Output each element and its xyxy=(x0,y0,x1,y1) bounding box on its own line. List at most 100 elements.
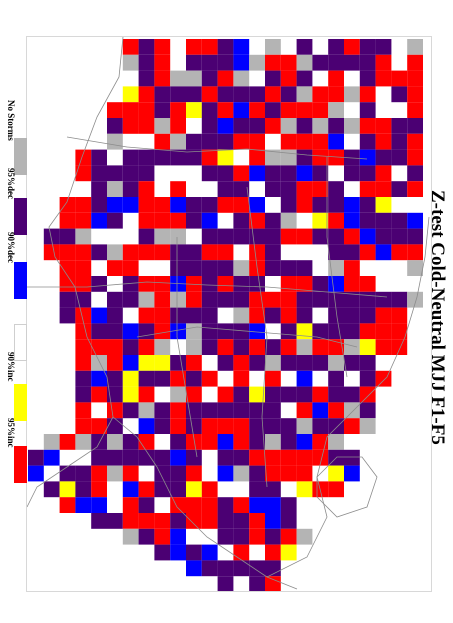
grid-cell xyxy=(265,70,281,87)
grid-cell xyxy=(375,323,392,340)
grid-cell xyxy=(217,54,234,71)
grid-cell xyxy=(75,276,92,292)
grid-cell xyxy=(233,228,250,245)
grid-cell xyxy=(138,307,155,324)
legend-90-dec-label: 90%dec xyxy=(6,232,16,263)
grid-cell xyxy=(91,465,107,482)
grid-cell xyxy=(375,149,392,166)
grid-cell xyxy=(154,39,171,55)
grid-cell xyxy=(312,54,329,71)
grid-cell xyxy=(407,54,423,71)
map-frame xyxy=(26,36,432,592)
grid-cell xyxy=(59,307,76,324)
grid-cell xyxy=(296,355,313,371)
grid-cell xyxy=(265,86,281,103)
grid-cell xyxy=(344,355,360,371)
grid-cell xyxy=(265,386,281,403)
grid-cell xyxy=(344,386,360,403)
grid-cell xyxy=(233,86,250,103)
grid-cell xyxy=(170,291,186,308)
boundary-line xyxy=(326,157,348,378)
legend-no-storms-swatch xyxy=(14,138,27,175)
grid-cell xyxy=(201,481,218,498)
grid-cell xyxy=(328,355,344,371)
grid-cell xyxy=(154,133,171,150)
grid-cell xyxy=(122,102,139,118)
grid-cell xyxy=(407,244,423,261)
grid-cell xyxy=(328,181,344,197)
grid-cell xyxy=(249,212,265,229)
grid-cell xyxy=(344,39,360,55)
grid-cell xyxy=(344,449,360,466)
grid-cell xyxy=(154,276,171,292)
grid-cell xyxy=(186,70,202,87)
grid-cell xyxy=(359,197,376,213)
grid-cell xyxy=(91,323,107,340)
grid-cell xyxy=(296,228,313,245)
grid-cell xyxy=(122,465,139,482)
grid-cell xyxy=(217,449,234,466)
grid-cell xyxy=(170,449,186,466)
grid-cell xyxy=(312,149,329,166)
grid-cell xyxy=(138,418,155,434)
grid-cell xyxy=(122,260,139,276)
grid-cell xyxy=(170,402,186,419)
grid-cell xyxy=(265,402,281,419)
grid-cell xyxy=(43,481,60,498)
grid-cell xyxy=(122,149,139,166)
grid-cell xyxy=(154,513,171,529)
grid-cell xyxy=(249,102,265,118)
grid-cell xyxy=(296,197,313,213)
grid-cell xyxy=(170,307,186,324)
grid-cell xyxy=(407,70,423,87)
grid-cell xyxy=(312,339,329,355)
grid-cell xyxy=(107,323,123,340)
grid-cell xyxy=(265,528,281,545)
grid-cell xyxy=(91,481,107,498)
grid-cell xyxy=(249,434,265,450)
grid-cell xyxy=(359,228,376,245)
grid-cell xyxy=(312,434,329,450)
grid-cell xyxy=(107,165,123,182)
grid-cell xyxy=(296,54,313,71)
grid-cell xyxy=(59,228,76,245)
grid-cell xyxy=(91,355,107,371)
grid-cell xyxy=(359,181,376,197)
grid-cell xyxy=(249,339,265,355)
grid-cell xyxy=(233,212,250,229)
legend-95-dec-label: 95%dec xyxy=(6,168,16,199)
grid-cell xyxy=(359,370,376,387)
grid-cell xyxy=(107,181,123,197)
grid-cell xyxy=(249,276,265,292)
grid-cell xyxy=(265,307,281,324)
grid-cell xyxy=(391,133,408,150)
grid-cell xyxy=(138,181,155,197)
grid-cell xyxy=(122,276,139,292)
grid-cell xyxy=(375,39,392,55)
grid-cell xyxy=(186,465,202,482)
grid-cell xyxy=(91,434,107,450)
grid-cell xyxy=(28,465,44,482)
grid-cell xyxy=(233,323,250,340)
grid-cell xyxy=(75,434,92,450)
grid-cell xyxy=(391,212,408,229)
grid-cell xyxy=(75,402,92,419)
grid-cell xyxy=(265,212,281,229)
grid-cell xyxy=(359,418,376,434)
grid-cell xyxy=(265,118,281,134)
grid-cell xyxy=(391,228,408,245)
grid-cell xyxy=(186,323,202,340)
grid-cell xyxy=(75,260,92,276)
grid-cell xyxy=(217,39,234,55)
grid-cell xyxy=(217,149,234,166)
grid-cell xyxy=(138,118,155,134)
grid-cell xyxy=(233,118,250,134)
grid-cell xyxy=(107,307,123,324)
grid-cell xyxy=(328,244,344,261)
grid-cell xyxy=(280,418,297,434)
grid-cell xyxy=(375,70,392,87)
grid-cell xyxy=(122,449,139,466)
grid-cell xyxy=(312,228,329,245)
grid-cell xyxy=(407,181,423,197)
grid-cell xyxy=(296,70,313,87)
